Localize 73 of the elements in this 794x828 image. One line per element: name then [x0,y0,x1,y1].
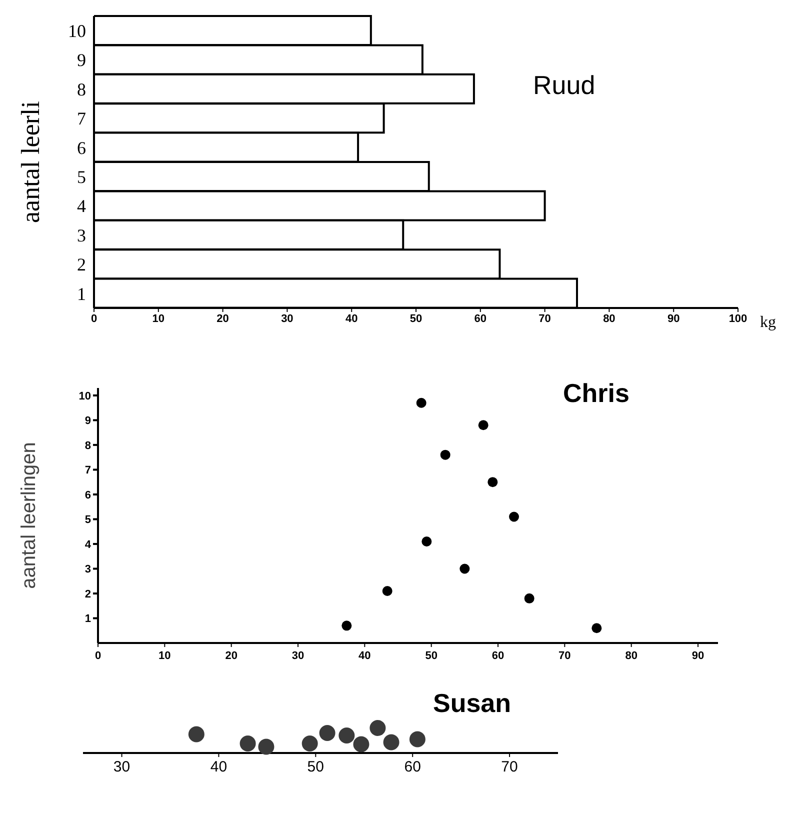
point [409,731,426,748]
y-tick-label: 3 [84,564,91,576]
point [440,450,450,460]
chart-title: Chris [563,378,630,409]
x-tick-label: 90 [667,312,680,325]
x-tick-label: 70 [558,650,571,662]
point [188,726,204,742]
x-tick-label: 20 [225,650,238,662]
y-tick-label: 6 [84,489,91,502]
y-tick-label: 1 [84,613,91,626]
y-tick-label: 1 [77,284,86,304]
x-axis-title: kg [760,314,776,332]
y-axis-title: aantal leerli [16,101,46,223]
point [258,738,274,755]
x-tick-label: 80 [603,312,616,325]
x-tick-label: 10 [158,650,171,662]
y-tick-label: 10 [78,390,91,402]
point [524,593,534,604]
x-tick-label: 0 [90,312,98,325]
x-tick-label: 60 [404,758,421,776]
x-tick-label: 50 [410,312,422,325]
y-tick-label: 9 [77,50,86,70]
point [353,736,370,752]
chart-title: Susan [433,688,512,719]
y-tick-label: 8 [77,79,86,100]
x-tick-label: 30 [292,650,304,662]
point [319,725,336,741]
y-tick-label: 3 [77,225,86,246]
y-tick-label: 2 [77,254,86,275]
x-tick-label: 70 [501,758,518,776]
point [592,623,602,634]
y-tick-label: 8 [84,440,91,452]
y-tick-label: 7 [77,108,86,129]
y-tick-label: 4 [77,196,86,216]
y-tick-label: 5 [84,514,91,526]
y-tick-label: 10 [68,20,86,41]
x-tick-label: 20 [216,312,229,325]
x-tick-label: 40 [210,758,228,776]
y-tick-label: 2 [84,588,91,600]
y-tick-label: 5 [77,166,86,187]
point [382,586,392,596]
x-tick-label: 100 [728,312,748,325]
point [416,398,426,408]
point [370,720,386,736]
point [478,420,488,430]
x-tick-label: 60 [474,312,487,325]
y-axis-title: aantal leerlingen [18,442,40,589]
x-tick-label: 60 [492,650,504,662]
point [240,736,256,752]
point [302,736,318,752]
point [509,512,519,522]
y-tick-label: 9 [84,415,91,428]
point [383,734,400,750]
point [488,477,498,488]
x-tick-label: 30 [281,312,294,325]
y-tick-label: 6 [77,138,86,158]
point [460,564,470,574]
x-tick-label: 40 [345,312,358,325]
x-tick-label: 50 [307,758,324,776]
y-tick-label: 4 [84,538,92,551]
point [338,728,355,744]
x-tick-label: 80 [625,650,638,662]
point [342,620,352,631]
x-tick-label: 40 [358,650,371,662]
x-tick-label: 0 [94,650,102,662]
x-tick-label: 30 [113,758,130,776]
y-tick-label: 7 [84,464,91,477]
point [422,536,432,546]
text: Ruud [533,70,596,101]
x-tick-label: 50 [425,650,438,662]
x-tick-label: 90 [692,650,704,662]
x-tick-label: 10 [152,312,165,325]
x-tick-label: 70 [538,312,551,325]
